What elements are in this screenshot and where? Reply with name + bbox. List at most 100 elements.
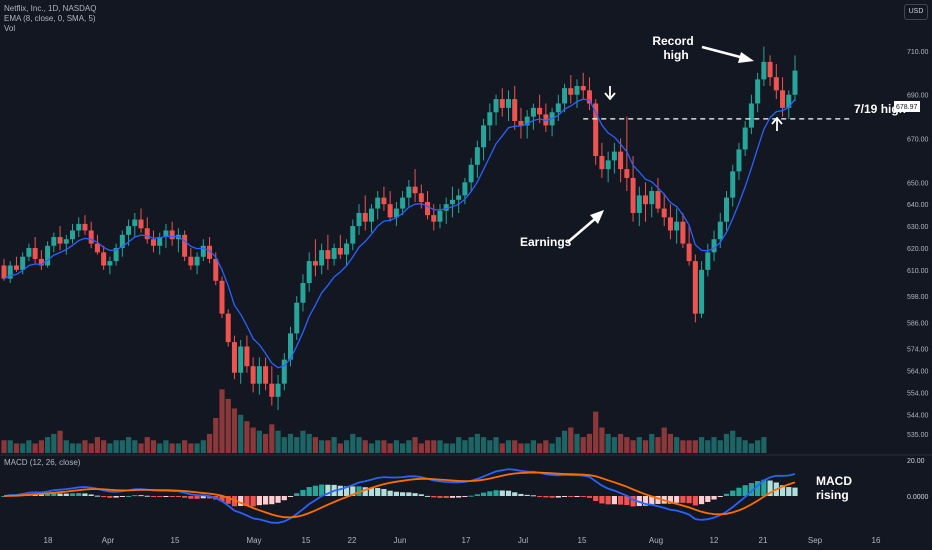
macd-histogram-bar <box>736 487 742 496</box>
macd-histogram-bar <box>698 496 705 505</box>
macd-histogram-bar <box>113 496 119 498</box>
price-tick-label: 564.00 <box>907 369 929 376</box>
macd-histogram-bar <box>717 496 723 497</box>
candle-body <box>1 265 7 279</box>
volume-bar <box>443 443 449 453</box>
volume-bar <box>319 440 325 453</box>
macd-histogram-bar <box>51 493 57 496</box>
volume-bar <box>182 440 188 453</box>
volume-bar <box>543 440 549 453</box>
candle-body <box>219 280 225 314</box>
volume-bar <box>69 443 76 453</box>
candle-body <box>574 85 580 95</box>
volume-bar <box>343 440 350 453</box>
candle-body <box>368 208 374 222</box>
volume-bar <box>456 437 462 453</box>
macd-histogram-bar <box>206 496 213 499</box>
time-tick-label: Jun <box>394 536 407 545</box>
macd-histogram-bar <box>705 496 711 502</box>
volume-bar <box>381 440 387 453</box>
candle-body <box>157 237 163 246</box>
volume-bar <box>474 433 480 453</box>
macd-histogram-bar <box>723 493 730 496</box>
candle-body <box>792 70 798 95</box>
macd-histogram-bar <box>325 484 331 496</box>
macd-histogram-bar <box>649 496 655 505</box>
candle-body <box>94 243 100 253</box>
candle-body <box>786 94 792 108</box>
candle-body <box>225 313 231 343</box>
candle-body <box>188 256 194 266</box>
volume-bar <box>294 437 300 453</box>
volume-bar <box>468 437 474 453</box>
macd-tick-20: 20.00 <box>907 458 925 465</box>
macd-histogram-bar <box>356 486 362 496</box>
volume-bar <box>568 427 574 453</box>
candle-body <box>393 208 399 218</box>
macd-histogram-bar <box>88 494 94 496</box>
price-tick-label: 690.00 <box>907 93 929 100</box>
macd-histogram-bar <box>381 488 387 496</box>
ema-line <box>3 98 796 369</box>
candle-body <box>530 107 536 117</box>
volume-bar <box>300 430 306 453</box>
macd-histogram-bar <box>393 491 399 496</box>
candle-body <box>132 219 138 227</box>
arrow-record-high-head <box>738 52 754 63</box>
volume-bar <box>412 437 418 453</box>
candle-body <box>412 186 418 194</box>
macd-histogram-bar <box>518 493 524 496</box>
price-tick-label: 650.00 <box>907 180 929 187</box>
macd-histogram-bar <box>618 496 624 505</box>
annotation-record-line1: Record <box>652 34 693 48</box>
price-tick-label: 535.00 <box>907 432 929 439</box>
macd-histogram-bar <box>742 485 748 496</box>
legend-ema: EMA (8, close, 0, SMA, 5) <box>4 14 96 23</box>
candle-body <box>45 245 51 266</box>
price-tick-label: 544.00 <box>907 412 929 419</box>
macd-histogram-bar <box>1 496 7 497</box>
macd-histogram-bar <box>568 496 574 497</box>
volume-bar <box>157 443 163 453</box>
macd-histogram-bar <box>786 487 792 496</box>
candle-body <box>630 177 636 213</box>
macd-histogram-bar <box>238 496 244 506</box>
currency-button[interactable]: USD <box>904 4 928 20</box>
candle-body <box>717 221 723 240</box>
annotation-macd-line1: MACD <box>816 474 852 488</box>
volume-bar <box>337 443 343 453</box>
volume-bar <box>580 437 586 453</box>
time-tick-label: Apr <box>102 536 115 545</box>
candle-body <box>194 256 200 266</box>
macd-histogram-bar <box>761 479 767 496</box>
candle-body <box>82 223 88 231</box>
volume-bar <box>20 443 26 453</box>
volume-bar <box>674 437 680 453</box>
candle-body <box>319 250 325 266</box>
volume-bar <box>13 443 20 453</box>
candle-body <box>593 103 599 157</box>
volume-bar <box>188 443 194 453</box>
macd-histogram-bar <box>549 496 555 498</box>
macd-histogram-bar <box>530 495 537 497</box>
macd-histogram-bar <box>767 480 773 496</box>
macd-histogram-bar <box>593 496 599 501</box>
macd-histogram-bar <box>337 485 343 496</box>
arrow-earnings-head <box>590 210 604 224</box>
candle-body <box>126 226 132 235</box>
volume-bar <box>549 443 555 453</box>
volume-bar <box>262 433 269 453</box>
macd-histogram-bar <box>655 496 661 504</box>
candle-body <box>269 383 275 397</box>
volume-bar <box>175 443 181 453</box>
candle-body <box>20 256 26 270</box>
time-tick-label: 21 <box>759 536 768 545</box>
candle-body <box>505 99 511 108</box>
volume-bar <box>518 443 524 453</box>
arrow-up-support-head <box>771 116 783 125</box>
volume-bar <box>94 437 101 453</box>
volume-bar <box>480 437 487 453</box>
candle-body <box>381 197 387 205</box>
candle-body <box>344 243 350 255</box>
